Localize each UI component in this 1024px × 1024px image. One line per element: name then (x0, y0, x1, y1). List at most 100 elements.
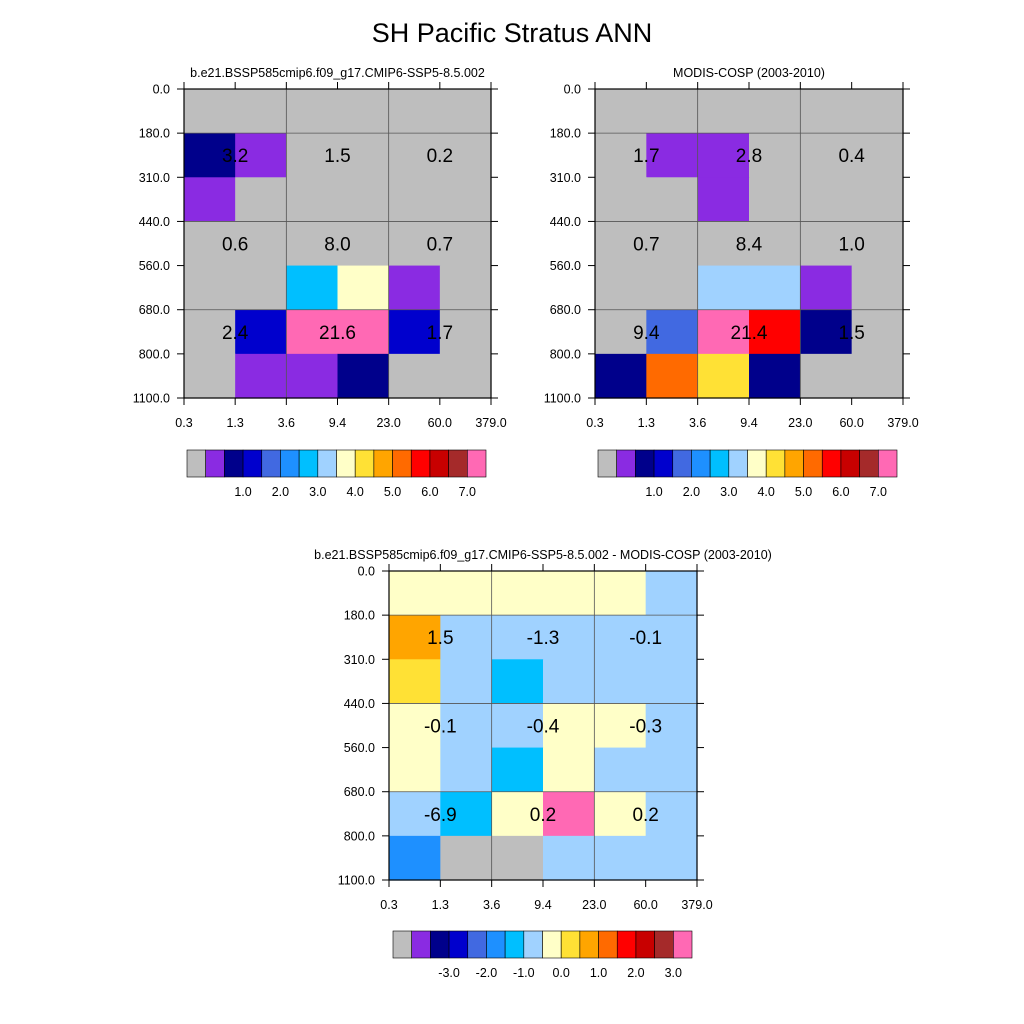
x-tick-label: 23.0 (376, 416, 400, 430)
heatmap-cell (800, 221, 853, 267)
heatmap-cell (184, 89, 236, 134)
heatmap-cell (594, 747, 647, 793)
heatmap-cell (337, 309, 390, 355)
colorbar-swatch (429, 449, 449, 478)
heatmap-cell (388, 309, 441, 355)
colorbar-label: -1.0 (513, 966, 535, 980)
colorbar-label: 2.0 (272, 485, 289, 499)
heatmap-cell (388, 353, 441, 399)
colorbar-label: 3.0 (720, 485, 737, 499)
colorbar-swatch (224, 449, 244, 478)
value-label: -0.1 (629, 628, 662, 649)
panel-title-obs: MODIS-COSP (2003-2010) (673, 66, 825, 80)
colorbar-swatch (205, 449, 225, 478)
heatmap-cell (491, 659, 544, 705)
y-tick-label: 560.0 (139, 259, 170, 273)
colorbar-swatch (392, 930, 412, 959)
x-tick-label: 1.3 (638, 416, 655, 430)
heatmap-cell (543, 571, 595, 616)
colorbar-swatch (373, 449, 393, 478)
x-tick-label: 60.0 (428, 416, 452, 430)
heatmap-cell (543, 791, 595, 837)
colorbar-swatch (672, 449, 692, 478)
heatmap-cell (184, 221, 236, 267)
heatmap-cell (389, 835, 441, 881)
x-tick-label: 9.4 (534, 898, 551, 912)
colorbar-swatch (410, 449, 431, 478)
x-tick-label: 379.0 (887, 416, 918, 430)
heatmap-cell (440, 571, 493, 616)
value-label: -0.1 (424, 717, 457, 738)
y-tick-label: 1100.0 (544, 392, 581, 406)
heatmap-cell (749, 309, 801, 355)
y-tick-label: 0.0 (153, 83, 170, 97)
heatmap-cell (337, 221, 390, 267)
colorbar-swatch (448, 449, 468, 478)
heatmap-cell (595, 353, 647, 399)
heatmap-cell (337, 265, 390, 311)
heatmap-cell (440, 791, 493, 837)
x-tick-label: 0.3 (586, 416, 603, 430)
heatmap-cell (184, 309, 236, 355)
value-label: -0.3 (629, 717, 662, 738)
heatmap-cell (749, 177, 801, 223)
heatmap-cell (286, 265, 339, 311)
colorbar-swatch (336, 449, 356, 478)
colorbar-swatch (691, 449, 711, 478)
colorbar-swatch (317, 449, 337, 478)
x-tick-label: 23.0 (582, 898, 606, 912)
colorbar-label: 3.0 (665, 966, 682, 980)
heatmap-cell (235, 265, 287, 311)
x-tick-label: 9.4 (329, 416, 346, 430)
x-tick-label: 60.0 (633, 898, 657, 912)
heatmap-cell (645, 791, 698, 837)
heatmap-cell (491, 791, 544, 837)
heatmap-cell (800, 353, 853, 399)
heatmap-cell (439, 177, 492, 223)
colorbar-swatch (523, 930, 543, 959)
heatmap-cell (595, 265, 647, 311)
colorbar-swatch (616, 930, 637, 959)
colorbar-label: 6.0 (421, 485, 438, 499)
heatmap-cell (749, 353, 801, 399)
heatmap-cell (851, 177, 904, 223)
colorbar-swatch (728, 449, 748, 478)
heatmap-cell (286, 177, 339, 223)
y-tick-label: 0.0 (564, 83, 581, 97)
value-label: 1.5 (427, 628, 453, 649)
heatmap-cell (543, 703, 595, 749)
heatmap-cell (645, 615, 698, 660)
colorbar-swatch (709, 449, 730, 478)
heatmap-cell (184, 353, 236, 399)
x-tick-label: 9.4 (740, 416, 757, 430)
x-tick-label: 0.3 (380, 898, 397, 912)
value-label: 1.7 (633, 146, 659, 167)
panel-title-model: b.e21.BSSP585cmip6.f09_g17.CMIP6-SSP5-8.… (190, 66, 485, 80)
heatmap-cell (595, 177, 647, 223)
y-tick-label: 440.0 (344, 697, 375, 711)
colorbar-label: 5.0 (384, 485, 401, 499)
value-label: 0.4 (838, 146, 865, 167)
y-tick-label: 680.0 (139, 303, 170, 317)
heatmap-cell (594, 659, 647, 705)
heatmap-cell (286, 133, 339, 178)
colorbar-label: 2.0 (683, 485, 700, 499)
value-label: -6.9 (424, 805, 457, 826)
colorbar-label: 7.0 (459, 485, 476, 499)
x-tick-label: 3.6 (689, 416, 706, 430)
y-tick-label: 560.0 (550, 259, 581, 273)
colorbar-swatch (411, 930, 431, 959)
heatmap-cell (337, 353, 390, 399)
heatmap-cell (697, 309, 750, 355)
heatmap-cell (800, 133, 853, 178)
heatmap-cell (389, 747, 441, 793)
value-label: 1.7 (427, 323, 453, 344)
colorbar-swatch (280, 449, 300, 478)
colorbar-swatch (261, 449, 281, 478)
heatmap-cell (646, 221, 699, 267)
colorbar-swatch (616, 449, 636, 478)
value-label: 1.5 (838, 323, 864, 344)
heatmap-cell (543, 659, 595, 705)
